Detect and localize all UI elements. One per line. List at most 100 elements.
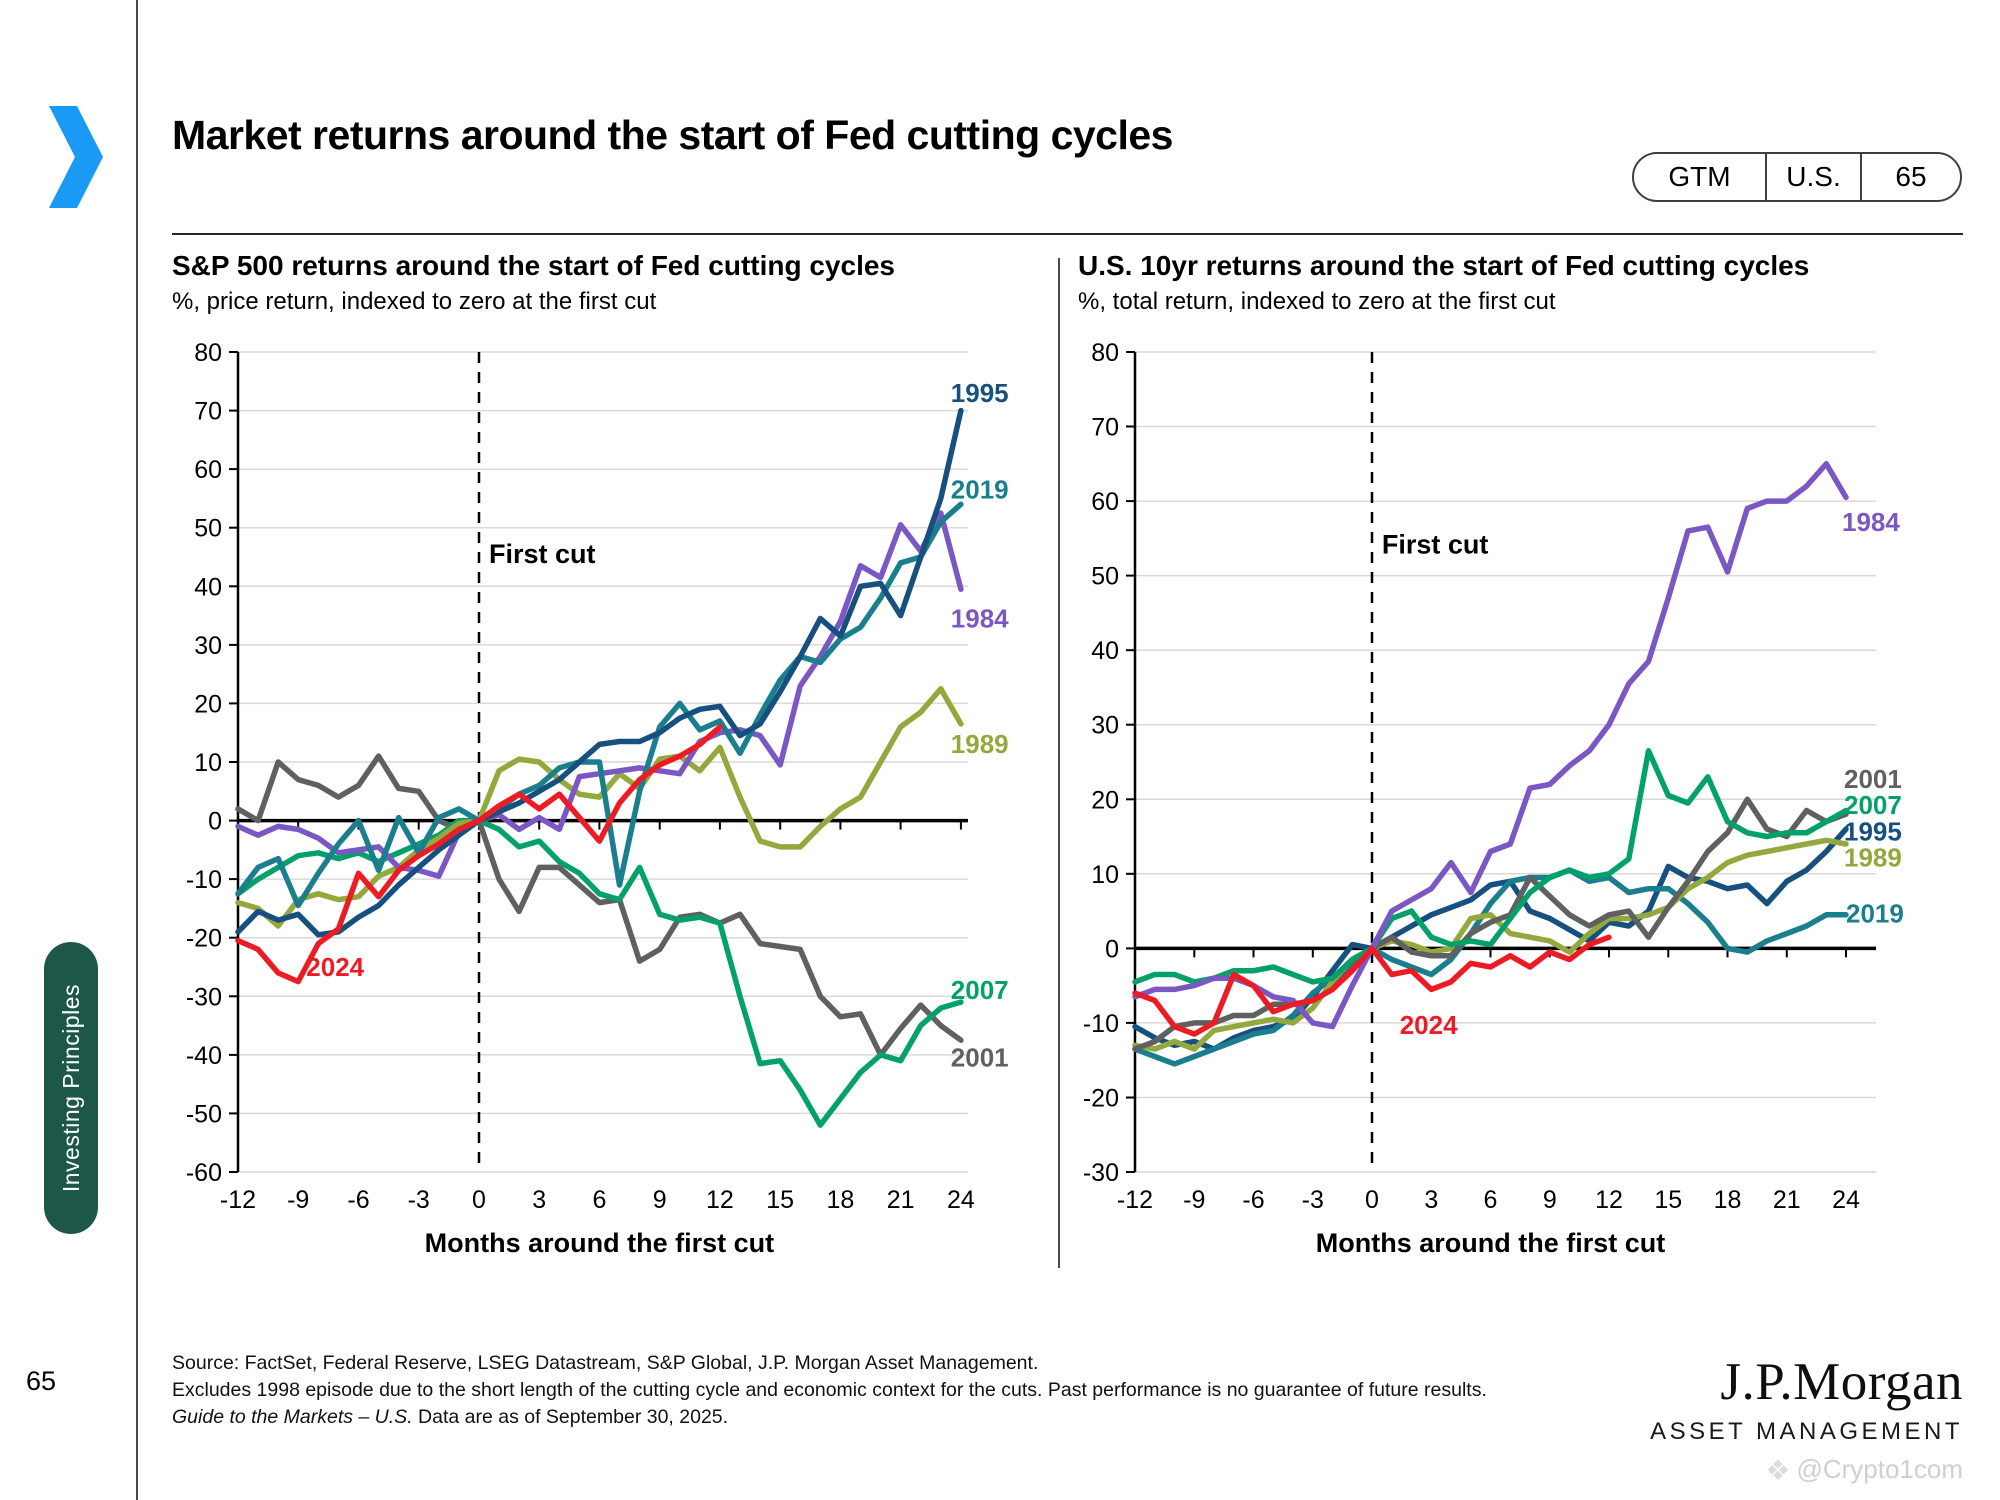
- series-line-2001: [235, 753, 964, 1058]
- source-line-3: Guide to the Markets – U.S. Data are as …: [172, 1404, 1602, 1431]
- y-tick-label: 10: [194, 749, 222, 777]
- series-label-2007: 2007: [1844, 790, 1902, 820]
- left-chart-title: S&P 500 returns around the start of Fed …: [172, 250, 895, 281]
- x-tick-label: 6: [592, 1186, 606, 1214]
- right-chart-header: U.S. 10yr returns around the start of Fe…: [1078, 250, 1809, 316]
- y-tick-label: -20: [1083, 1085, 1119, 1113]
- y-tick-label: -30: [1083, 1159, 1119, 1187]
- x-tick-label: 15: [1654, 1186, 1682, 1214]
- series-label-2019: 2019: [1846, 898, 1904, 928]
- x-tick-label: 24: [1832, 1186, 1860, 1214]
- x-tick-label: 6: [1484, 1186, 1498, 1214]
- y-tick-label: -50: [186, 1100, 222, 1128]
- series-line-1989: [235, 686, 964, 929]
- y-tick-label: 20: [194, 690, 222, 718]
- gtm-badge: GTM U.S. 65: [1632, 152, 1962, 202]
- page-number: 65: [26, 1366, 57, 1396]
- series-label-2001: 2001: [1844, 764, 1902, 794]
- y-tick-label: -60: [186, 1159, 222, 1187]
- series-label-1989: 1989: [1844, 842, 1902, 872]
- y-tick-label: -10: [186, 866, 222, 894]
- source-line-1: Source: FactSet, Federal Reserve, LSEG D…: [172, 1352, 1039, 1374]
- y-tick-label: 60: [194, 456, 222, 484]
- gtm-badge-gtm: GTM: [1668, 161, 1731, 192]
- y-tick-label: 50: [194, 515, 222, 543]
- sp500-returns-chart: -60 -50 -40 -3 0 -20 -10 0 10 20 30 40 50 60 70 80 -12 -9…: [186, 339, 1009, 1258]
- series-label-1995: 1995: [951, 378, 1009, 408]
- x-tick-label: -9: [287, 1186, 309, 1214]
- y-tick-label: 60: [1091, 488, 1119, 516]
- x-tick-label: 15: [766, 1186, 794, 1214]
- series-label-2024: 2024: [306, 952, 364, 982]
- x-tick-label: 3: [1424, 1186, 1438, 1214]
- x-tick-label: 9: [653, 1186, 667, 1214]
- series-line-1995: [1132, 826, 1849, 1052]
- x-tick-label: -6: [347, 1186, 369, 1214]
- series-label-1984: 1984: [1842, 507, 1900, 537]
- x-tick-label: 12: [1595, 1186, 1623, 1214]
- series-label-1995: 1995: [1844, 816, 1902, 846]
- chevron-right-icon: [49, 106, 103, 208]
- y-tick-label: 0: [208, 808, 222, 836]
- series-line-2024: [235, 724, 723, 985]
- x-tick-label: -12: [220, 1186, 256, 1214]
- y-tick-label: -40: [186, 1042, 222, 1070]
- diamond-icon: ❖: [1765, 1455, 1791, 1486]
- x-tick-label: 3: [532, 1186, 546, 1214]
- x-tick-label: -3: [1302, 1186, 1324, 1214]
- x-tick-label: 24: [947, 1186, 975, 1214]
- series-line-2019: [235, 501, 964, 909]
- x-tick-label: 21: [1773, 1186, 1801, 1214]
- series-line-1989: [1132, 837, 1849, 1052]
- y-tick-label: 30: [194, 632, 222, 660]
- series-line-2019: [1132, 867, 1849, 1067]
- left-border-rule: [136, 0, 138, 1500]
- y-tick-label: 70: [194, 398, 222, 426]
- y-tick-label: -10: [1083, 1010, 1119, 1038]
- series-label-2001: 2001: [951, 1043, 1009, 1073]
- y-tick-label: 20: [1091, 786, 1119, 814]
- left-chart-subtitle: %, price return, indexed to zero at the …: [172, 288, 657, 315]
- y-tick-label: 80: [1091, 339, 1119, 367]
- y-tick-label: 70: [1091, 414, 1119, 442]
- y-tick-label: 80: [194, 339, 222, 367]
- gtm-badge-region: U.S.: [1765, 154, 1860, 200]
- x-tick-label: -12: [1117, 1186, 1153, 1214]
- right-chart-subtitle: %, total return, indexed to zero at the …: [1078, 288, 1556, 315]
- x-tick-label: -3: [408, 1186, 430, 1214]
- right-chart-title: U.S. 10yr returns around the start of Fe…: [1078, 250, 1810, 281]
- y-tick-label: 0: [1105, 935, 1119, 963]
- x-tick-label: -9: [1183, 1186, 1205, 1214]
- x-tick-label: 12: [706, 1186, 734, 1214]
- jpmorgan-logo-subtitle: ASSET MANAGEMENT: [1650, 1418, 1963, 1445]
- x-tick-label: 0: [1365, 1186, 1379, 1214]
- source-block: Source: FactSet, Federal Reserve, LSEG D…: [172, 1350, 1602, 1431]
- watermark: ❖ @Crypto1com: [1560, 1454, 1963, 1487]
- x-axis-title: Months around the first cut: [1316, 1228, 1665, 1258]
- first-cut-label: First cut: [1382, 529, 1489, 559]
- watermark-text: @Crypto1com: [1796, 1454, 1963, 1484]
- sidebar-tab-investing-principles[interactable]: Investing Principles: [44, 942, 98, 1234]
- jpmorgan-logo-wordmark: J.P.Morgan: [1720, 1353, 1963, 1411]
- y-tick-label: 40: [1091, 637, 1119, 665]
- series-label-1989: 1989: [951, 729, 1009, 759]
- series-label-2007: 2007: [951, 975, 1009, 1005]
- y-tick-label: 10: [1091, 861, 1119, 889]
- series-label-2024: 2024: [1400, 1010, 1458, 1040]
- x-tick-label: -6: [1242, 1186, 1264, 1214]
- page-title: Market returns around the start of Fed c…: [172, 112, 1173, 158]
- gtm-badge-page: 65: [1860, 154, 1960, 200]
- y-tick-label: 40: [194, 573, 222, 601]
- y-tick-label: -20: [186, 925, 222, 953]
- series-line-2007: [1132, 748, 1849, 985]
- series-label-1984: 1984: [951, 603, 1009, 633]
- series-line-2024: [1132, 934, 1612, 1037]
- title-divider-rule: [172, 233, 1963, 235]
- jpmorgan-logo: J.P.Morgan ASSET MANAGEMENT ❖ @Crypto1com: [1560, 1352, 1963, 1487]
- x-tick-label: 21: [887, 1186, 915, 1214]
- source-line-3-date: Data are as of September 30, 2025.: [412, 1406, 729, 1428]
- x-tick-label: 0: [472, 1186, 486, 1214]
- source-line-3-publication: Guide to the Markets – U.S.: [172, 1406, 413, 1428]
